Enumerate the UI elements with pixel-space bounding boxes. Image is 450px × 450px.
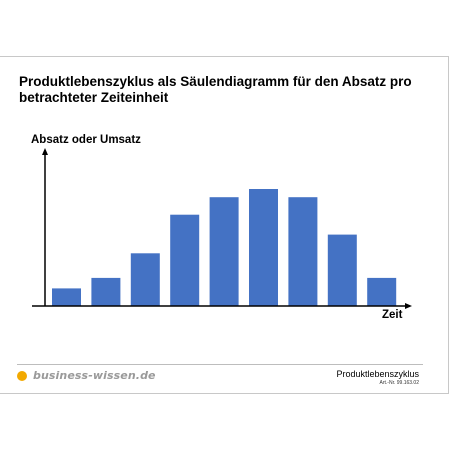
bar-7: [288, 197, 318, 306]
footer-divider: [17, 364, 423, 365]
bar-4: [170, 214, 200, 306]
article-number: Art.-Nr. 99.163.02: [379, 380, 419, 386]
bar-8: [327, 234, 357, 306]
x-axis-label: Zeit: [382, 309, 403, 321]
bar-5: [209, 197, 239, 306]
chart-title-line-1: Produktlebenszyklus als Säulendiagramm f…: [19, 74, 412, 89]
y-axis-arrow: [42, 148, 48, 155]
chart-title: Produktlebenszyklus als Säulendiagramm f…: [19, 74, 439, 106]
logo-text: business-wissen.de: [33, 369, 156, 382]
bar-group: [52, 189, 397, 306]
x-axis-arrow: [405, 303, 412, 309]
bar-1: [52, 288, 81, 306]
document-name: Produktlebenszyklus: [336, 369, 419, 379]
bar-2: [91, 277, 121, 306]
logo-dot-icon: [17, 370, 27, 381]
bar-3: [130, 253, 160, 306]
chart-title-line-2: betrachteter Zeiteinheit: [19, 90, 169, 105]
bar-9: [367, 277, 397, 306]
y-axis-label: Absatz oder Umsatz: [31, 134, 141, 146]
brand-logo[interactable]: business-wissen.de: [17, 369, 156, 382]
bar-6: [249, 189, 278, 306]
